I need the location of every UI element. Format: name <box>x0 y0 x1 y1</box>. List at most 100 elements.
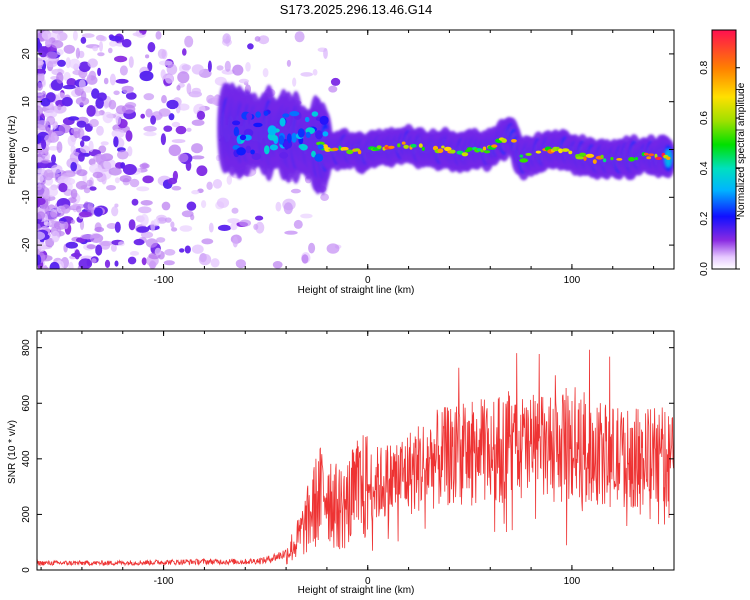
spectrogram-noise-blob <box>102 111 114 124</box>
spectrogram-noise-blob <box>51 40 64 49</box>
spectrogram-ridge-peak <box>568 150 573 155</box>
spectrogram-ridge-peak <box>441 145 445 149</box>
spectrogram-ridge-peak <box>482 146 487 151</box>
spectrogram-noise-blob <box>161 201 171 211</box>
colorbar-label: Normalized spectral amplitude <box>736 82 747 217</box>
spectrogram-noise-blob <box>115 115 122 125</box>
spectrogram-noise-blob <box>106 223 118 229</box>
spectrogram-noise-blob <box>181 210 194 218</box>
y-tick-label: 10 <box>21 96 32 108</box>
colorbar-tick-label: 0.6 <box>699 111 710 125</box>
spectrogram-noise-blob <box>37 69 46 74</box>
spectrogram-noise-blob <box>80 36 87 44</box>
spectrogram-ridge-peak <box>561 148 570 152</box>
spectrogram-noise-blob <box>184 245 191 254</box>
spectrogram-noise-blob <box>221 69 235 75</box>
spectrogram-noise-blob <box>53 220 68 230</box>
spectrogram-noise-blob <box>70 127 81 135</box>
spectrogram-noise-blob <box>175 125 187 135</box>
spectrogram-ridge-peak <box>397 143 401 148</box>
spectrogram-ridge-peak <box>243 128 254 137</box>
y-tick-label: 600 <box>21 394 32 411</box>
y-tick-label: 400 <box>21 450 32 467</box>
spectrogram-ridge-core <box>232 109 671 165</box>
colorbar-tick-label: 0.8 <box>699 60 710 74</box>
colorbar-tick-label: 0.2 <box>699 211 710 225</box>
spectrogram-noise-blob <box>101 173 107 185</box>
spectrogram-noise-blob <box>43 169 54 181</box>
spectrogram-noise-blob <box>38 241 46 253</box>
spectrogram-ridge-peak <box>444 146 452 152</box>
spectrogram-noise-blob <box>167 177 178 185</box>
spectrogram-noise-blob <box>40 97 51 107</box>
spectrogram-noise-blob <box>41 30 52 40</box>
spectrogram-noise-blob <box>207 60 212 73</box>
spectrogram-noise-blob <box>122 87 134 94</box>
spectrogram-noise-blob <box>111 129 125 139</box>
spectrogram-ridge-peak <box>602 158 607 163</box>
spectrogram-ridge-peak <box>291 132 297 143</box>
spectrogram-noise-blob <box>68 261 74 269</box>
spectrogram-noise-blob <box>157 48 167 59</box>
spectrogram-noise-blob <box>45 237 55 248</box>
spectrogram-noise-blob <box>166 99 179 110</box>
spectrogram-noise-blob <box>164 249 176 256</box>
spectrogram-ylabel: Frequency (Hz) <box>7 116 18 185</box>
spectrogram-noise-blob <box>115 78 129 84</box>
spectrogram-noise-blob <box>121 104 136 114</box>
spectrogram-noise-blob <box>186 127 192 132</box>
spectrogram-ridge-peak <box>421 146 425 151</box>
spectrogram-ridge-peak <box>284 140 289 150</box>
spectrogram-noise-blob <box>119 65 128 76</box>
spectrogram-noise-blob <box>143 131 157 137</box>
spectrogram-ridge-peak <box>236 147 246 156</box>
x-tick-label: 100 <box>564 275 581 286</box>
spectrogram-noise-blob <box>177 153 189 163</box>
y-tick-label: 20 <box>21 48 32 60</box>
spectrogram-noise-blob <box>76 169 88 177</box>
spectrogram-ridge-peak <box>483 150 491 154</box>
spectrogram-noise-blob <box>254 36 261 42</box>
spectrogram-noise-blob <box>37 211 46 220</box>
x-tick-label: -100 <box>154 576 174 587</box>
spectrogram-noise-blob <box>103 77 109 85</box>
spectrogram-noise-blob <box>284 230 298 235</box>
spectrogram-ridge-peak <box>466 147 473 151</box>
spectrogram-noise-blob <box>230 223 238 231</box>
spectrogram-noise-blob <box>70 145 76 154</box>
spectrogram-noise-blob <box>103 158 116 171</box>
spectrogram-noise-blob <box>56 141 63 153</box>
spectrogram-noise-blob <box>63 44 75 54</box>
spectrogram-ridge-peak <box>314 153 324 162</box>
spectrogram-noise-blob <box>128 219 136 231</box>
spectrogram-ridge-peak <box>317 144 324 150</box>
spectrogram-noise-blob <box>60 204 71 214</box>
x-tick-label: 100 <box>564 576 581 587</box>
spectrogram-noise-blob <box>206 181 213 190</box>
spectrogram-noise-blob <box>86 179 93 186</box>
spectrogram-noise-blob <box>166 63 178 75</box>
spectrogram-noise-blob <box>78 153 85 162</box>
spectrogram-noise-blob <box>132 32 143 37</box>
spectrogram-ridge-peak <box>456 150 464 155</box>
spectrogram-noise-blob <box>37 167 46 174</box>
spectrogram-ridge-peak <box>403 144 409 149</box>
spectrogram-noise-blob <box>272 261 283 269</box>
spectrogram-noise-blob <box>286 59 291 67</box>
spectrogram-noise-blob <box>300 213 313 219</box>
x-tick-label: -100 <box>154 275 174 286</box>
colorbar-ticks: 0.0 0.2 0.4 0.6 0.8 <box>699 60 740 276</box>
spectrogram-ridge-peak <box>245 145 252 154</box>
spectrogram-noise-blob <box>164 217 172 223</box>
spectrogram-noise-blob <box>210 258 220 268</box>
spectrogram-ridge-peak <box>341 146 349 151</box>
spectrogram-noise-blob <box>80 234 95 240</box>
spectrogram-ridge-peak <box>263 110 269 116</box>
spectrogram-noise-blob <box>89 163 102 174</box>
spectrogram-noise-blob <box>177 71 190 84</box>
spectrogram-noise-blob <box>100 141 109 146</box>
spectrogram-noise-blob <box>94 226 105 233</box>
spectrogram-noise-blob <box>46 115 56 126</box>
spectrogram-noise-blob <box>37 37 41 50</box>
spectrogram-noise-blob <box>106 185 116 191</box>
